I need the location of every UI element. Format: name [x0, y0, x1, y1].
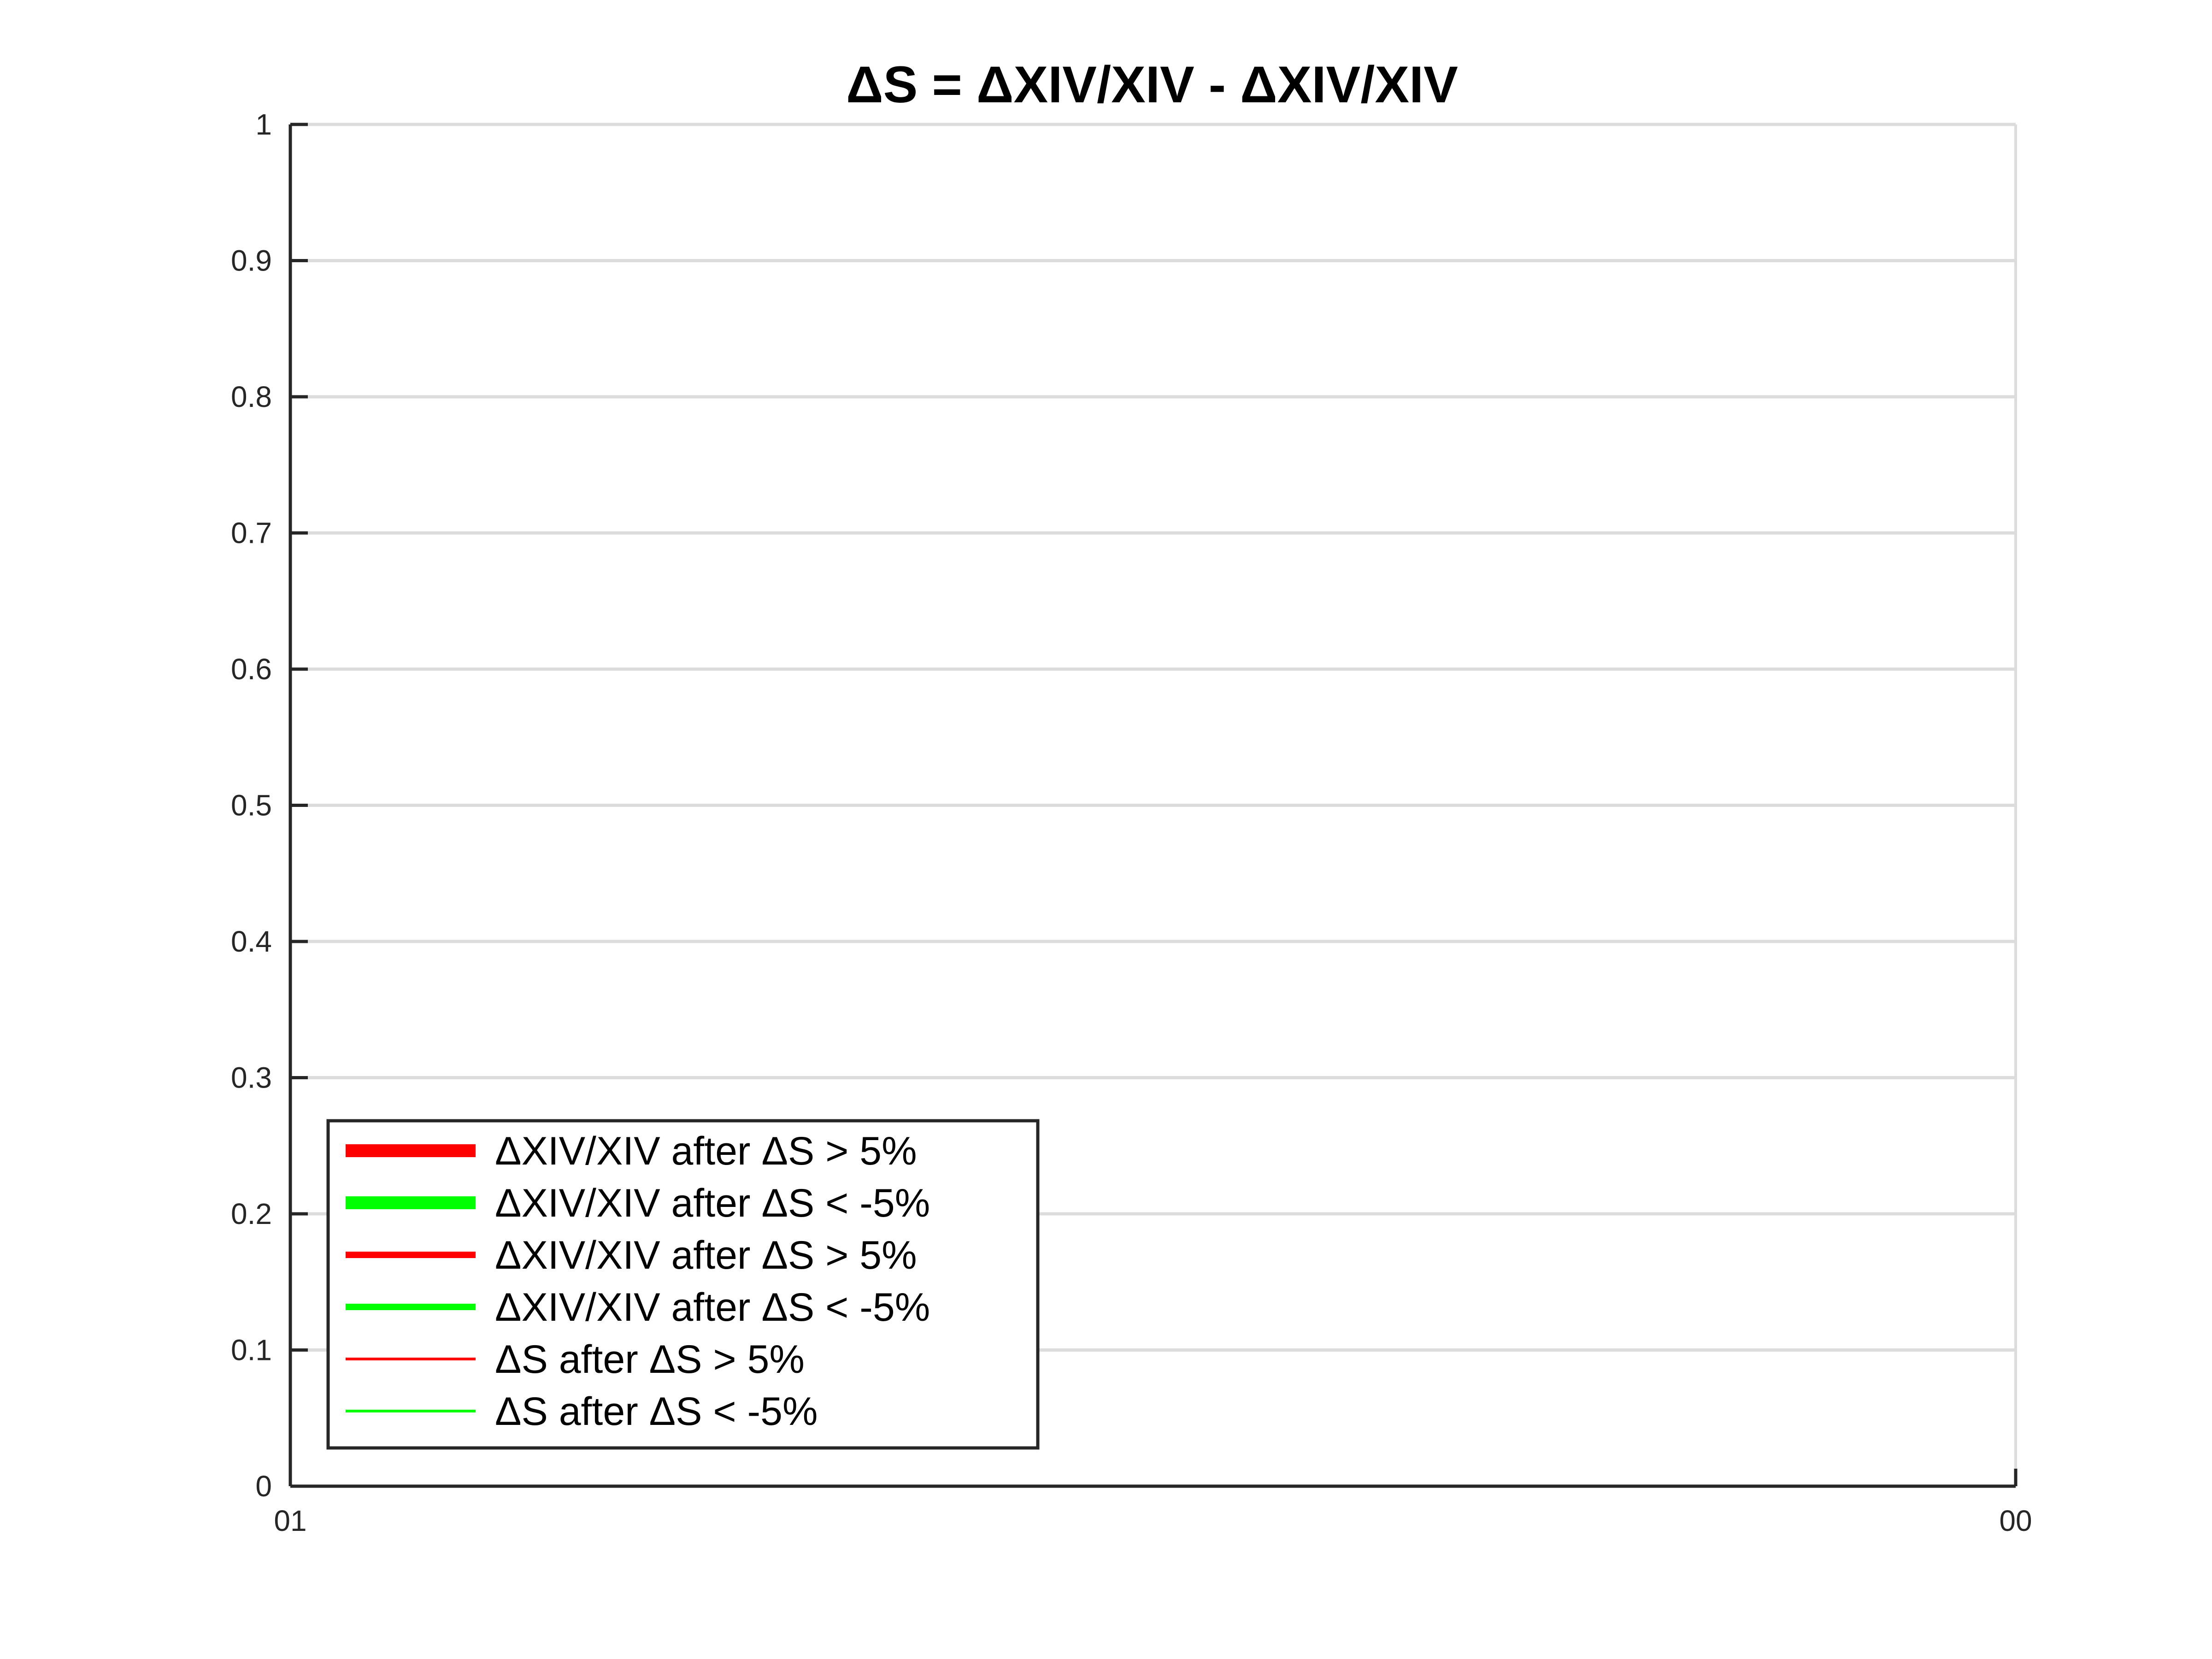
y-tick-label-4: 0.4 [231, 925, 272, 958]
y-tick-label-7: 0.7 [231, 517, 272, 550]
y-tick-label-5: 0.5 [231, 789, 272, 822]
y-tick-label-6: 0.6 [231, 653, 272, 686]
legend: ΔXIV/XIV after ΔS > 5% ΔXIV/XIV after ΔS … [326, 1119, 1040, 1450]
plot-area: 0 0.1 0.2 0.3 0.4 0.5 0.6 0.7 0.8 0.9 1 01 00 [231, 108, 2032, 1537]
y-tick-label-8: 0.8 [231, 380, 272, 413]
legend-label-0: ΔXIV/XIV after ΔS > 5% [495, 1129, 917, 1173]
y-tick-label-10: 1 [255, 108, 272, 141]
legend-label-5: ΔS after ΔS < -5% [495, 1389, 818, 1434]
legend-label-3: ΔXIV/XIV after ΔS < -5% [495, 1285, 930, 1330]
legend-label-1: ΔXIV/XIV after ΔS < -5% [495, 1181, 930, 1225]
y-tick-label-3: 0.3 [231, 1061, 272, 1094]
x-tick-label-0: 01 [274, 1504, 306, 1537]
x-tick-label-1: 00 [1999, 1504, 2032, 1537]
y-tick-label-9: 0.9 [231, 244, 272, 277]
chart-title: ΔS = ΔXIV/XIV - ΔXIV/XIV [846, 56, 1458, 113]
legend-label-2: ΔXIV/XIV after ΔS > 5% [495, 1233, 917, 1277]
y-tick-label-0: 0 [255, 1470, 272, 1503]
y-tick-label-1: 0.1 [231, 1334, 272, 1367]
legend-label-4: ΔS after ΔS > 5% [495, 1337, 805, 1382]
legend-box [326, 1119, 1040, 1450]
y-tick-label-2: 0.2 [231, 1197, 272, 1230]
